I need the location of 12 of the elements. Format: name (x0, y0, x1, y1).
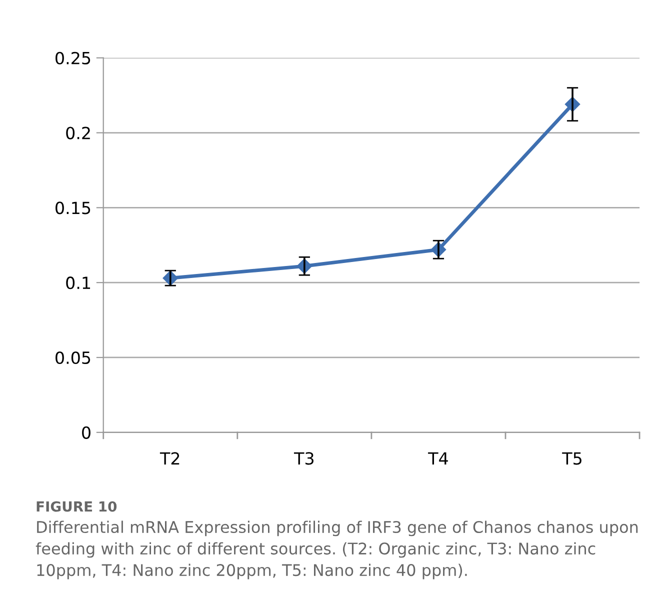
text: Differential mRNA Expression profiling of IRF3 gene of Chanos chanos upon feeding with zinc of different sources. (T2: Organic zinc, T3: Nano zinc 10ppm, T4: Nano zinc 20ppm, T5: Nano zinc 40 ppm). (36, 520, 638, 580)
x-tick-label: T2 (160, 452, 180, 464)
text: FIGURE 10 (36, 501, 117, 512)
y-tick-label: 0.2 (66, 126, 90, 140)
x-tick-label: T5 (562, 452, 582, 465)
x-tick-label: T4 (428, 452, 448, 464)
y-tick-label: 0.1 (66, 276, 90, 290)
y-tick-label: 0.05 (56, 351, 90, 364)
y-tick-label: 0.25 (56, 52, 90, 64)
x-tick-label: T3 (294, 452, 314, 465)
y-tick-label: 0 (82, 426, 90, 439)
y-tick-label: 0.15 (56, 202, 90, 214)
